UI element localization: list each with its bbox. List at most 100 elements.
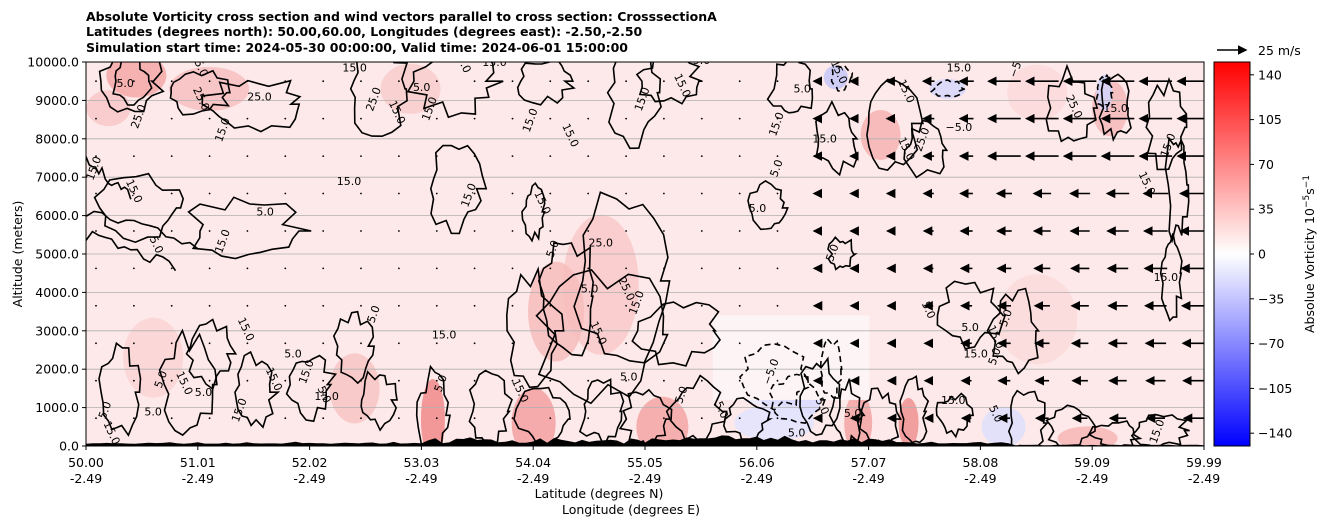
wind-vector	[700, 304, 703, 307]
wind-vector	[587, 379, 590, 382]
wind-vector	[322, 304, 325, 307]
wind-vector	[170, 155, 173, 158]
wind-vector	[587, 342, 590, 345]
wind-vector	[246, 80, 249, 83]
wind-vector	[284, 230, 287, 232]
wind-vector	[738, 155, 741, 158]
contour-line	[285, 354, 338, 423]
wind-vector	[360, 155, 362, 158]
wind-vector	[511, 417, 514, 420]
x-axis-label-latitude: Latitude (degrees N)	[535, 486, 664, 501]
colorbar-gradient	[1213, 61, 1251, 447]
contour-label: 5.0	[284, 348, 302, 361]
wind-vector	[663, 117, 665, 120]
wind-vector	[738, 267, 741, 270]
wind-vector	[435, 117, 438, 120]
wind-vector	[322, 155, 325, 158]
wind-vector	[133, 417, 135, 420]
contour-line	[635, 62, 703, 105]
wind-vector	[549, 80, 552, 83]
colorbar-tick-label: −140	[1258, 426, 1292, 441]
vorticity-patch	[528, 261, 585, 362]
wind-vector	[700, 417, 703, 420]
colorbar-tick-label: −105	[1258, 381, 1292, 396]
wind-vector	[549, 117, 552, 120]
wind-vector	[322, 379, 325, 382]
contour-line	[86, 156, 132, 200]
wind-vector	[246, 117, 249, 120]
contour-line	[986, 287, 1041, 375]
colorbar-tick-label: 105	[1258, 112, 1282, 127]
y-tick-label: 8000.0	[35, 131, 79, 146]
colorbar-tick-label: −35	[1258, 291, 1284, 306]
wind-vector	[208, 342, 211, 345]
wind-vector	[284, 417, 287, 420]
contour-line	[93, 172, 185, 244]
wind-vector	[549, 192, 552, 195]
contour-label: 5.0	[823, 242, 841, 263]
wind-vector	[435, 379, 438, 382]
wind-vector	[663, 267, 665, 270]
wind-vector	[360, 267, 362, 270]
wind-vector	[322, 192, 325, 195]
vorticity-patch-low	[712, 315, 870, 400]
x-tick-label-lon: -2.49	[629, 471, 661, 486]
contour-line	[98, 62, 165, 113]
vorticity-patch	[1057, 426, 1118, 446]
wind-vector	[360, 117, 362, 120]
contour-label: 5.0	[997, 308, 1015, 329]
contour-line	[406, 62, 504, 119]
contour-line	[521, 181, 546, 243]
contour-label: 25.0	[247, 90, 272, 103]
wind-vector	[95, 192, 97, 195]
contour-line	[1087, 420, 1143, 446]
wind-vector	[95, 379, 97, 382]
x-tick-label-lat: 54.04	[515, 455, 551, 470]
wind-vector	[133, 155, 135, 158]
y-tick-label: 7000.0	[35, 170, 79, 185]
wind-vector	[170, 230, 173, 232]
contour-line	[1130, 413, 1190, 446]
wind-vector	[776, 267, 779, 270]
contour-line	[185, 318, 238, 391]
colorbar-tick-label: 0	[1258, 247, 1266, 262]
wind-vector	[284, 342, 287, 345]
wind-vector	[776, 379, 779, 382]
wind-vector	[133, 267, 135, 270]
wind-vector	[511, 304, 514, 307]
wind-vector	[284, 379, 287, 382]
wind-vector	[435, 342, 438, 345]
wind-vector	[322, 80, 325, 83]
wind-vector	[473, 80, 476, 83]
wind-vector	[435, 304, 438, 307]
vorticity-patch	[329, 353, 380, 424]
vorticity-patch-negative	[734, 404, 815, 441]
wind-vector	[322, 267, 325, 270]
wind-vector	[360, 379, 362, 382]
contour-line	[866, 78, 924, 171]
contour-label: 5.0	[768, 158, 786, 179]
wind-vector	[738, 379, 741, 382]
wind-vector	[473, 155, 476, 158]
y-tick-label: 4000.0	[35, 285, 79, 300]
colorbar-ticks: 140 105 70 35 0 −35 −70 −105 −140	[1250, 67, 1292, 441]
contour-label: 15.0	[947, 62, 972, 75]
contour-label: 5.0	[672, 384, 690, 405]
wind-vector	[700, 267, 703, 270]
wind-vector	[208, 155, 211, 158]
wind-vector	[511, 342, 514, 345]
x-tick-label-lon: -2.49	[852, 471, 884, 486]
wind-vector	[663, 155, 665, 158]
wind-vector	[625, 267, 627, 270]
contour-label: 15.0	[337, 175, 362, 188]
wind-vector	[625, 342, 627, 345]
y-gridlines	[86, 62, 1204, 446]
contour-line-negative	[1095, 73, 1114, 109]
wind-vector	[738, 117, 741, 120]
x-tick-label-lon: -2.49	[182, 471, 214, 486]
contour-line	[828, 378, 866, 446]
wind-vector	[284, 192, 287, 195]
wind-vector	[625, 192, 627, 195]
wind-vector	[587, 267, 590, 270]
wind-vector	[360, 304, 362, 307]
